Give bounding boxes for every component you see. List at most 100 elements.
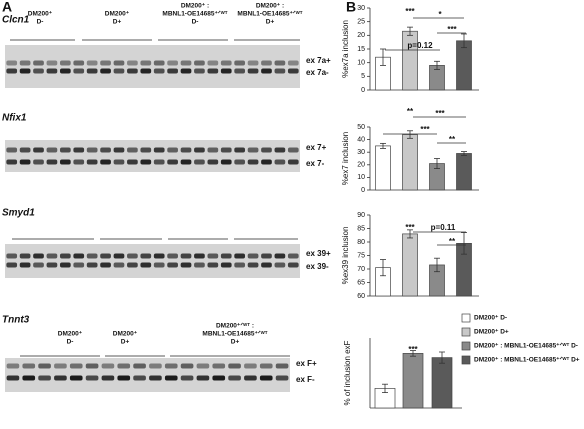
annotation: *: [438, 10, 442, 19]
gel-band: [69, 363, 83, 369]
error-bar: [407, 130, 413, 139]
y-tick-label: 20: [357, 162, 365, 169]
y-tick-label: 0: [361, 87, 365, 94]
error-bar: [380, 142, 386, 149]
bar: [456, 153, 472, 191]
gel-band: [167, 253, 178, 259]
gel-band: [19, 159, 31, 165]
gel-band: [46, 159, 58, 165]
annotation: **: [449, 237, 456, 246]
annotation: ***: [408, 345, 418, 354]
gel-band: [194, 147, 205, 153]
error-bar: [410, 350, 416, 357]
panel-label: B: [346, 0, 356, 15]
gel-band: [117, 375, 131, 381]
gel-band: [220, 68, 232, 74]
gel-band: [59, 262, 71, 268]
gel-band: [274, 68, 286, 74]
gel-background: [5, 244, 300, 278]
gel-band: [261, 253, 272, 259]
gel-band: [59, 253, 71, 259]
y-tick-label: 15: [357, 46, 365, 53]
gel-band: [180, 375, 194, 381]
gel-band: [73, 68, 85, 74]
panel-label: A: [2, 0, 12, 15]
error-bar: [434, 60, 440, 70]
gel-band: [247, 159, 259, 165]
gene-label: Clcn1: [2, 15, 30, 26]
gene-label: Nfix1: [2, 113, 27, 124]
group-label: DM200⁺: [113, 331, 138, 338]
gel-band: [46, 262, 58, 268]
y-tick-label: 50: [357, 124, 365, 131]
gel-band: [46, 68, 58, 74]
gel-band: [113, 262, 125, 268]
gel-band: [113, 68, 125, 74]
group-label: MBNL1-OE14685⁺ᐟᵂᵀ: [162, 10, 227, 18]
gel-background: [5, 45, 300, 88]
gel-band: [38, 375, 51, 381]
group-label: DM200⁺ :: [256, 3, 284, 10]
error-bar: [382, 383, 388, 394]
gel-band: [86, 68, 98, 74]
gel-band: [33, 60, 44, 66]
gel-band: [194, 253, 205, 259]
error-bar: [434, 158, 440, 169]
gel-band: [261, 68, 272, 74]
gene-label: Smyd1: [2, 208, 35, 219]
band-label: ex 39+: [306, 249, 331, 258]
gel-band: [86, 147, 98, 153]
gel-band: [207, 262, 219, 268]
gene-label: Tnnt3: [2, 315, 30, 326]
gel-band: [6, 375, 20, 381]
gel-band: [167, 60, 178, 66]
gel-band: [101, 363, 115, 369]
group-label: D+: [231, 339, 240, 346]
error-bar: [407, 26, 413, 36]
y-tick-label: 75: [357, 252, 365, 259]
gel-band: [19, 262, 31, 268]
gel-band: [101, 375, 115, 381]
gel-band: [73, 253, 85, 259]
gel-band: [59, 159, 71, 165]
gel-band: [274, 262, 286, 268]
gel-band: [261, 262, 272, 268]
gel-band: [100, 68, 111, 74]
gel-background: [5, 140, 300, 172]
group-label: D+: [266, 19, 275, 26]
bar: [456, 40, 472, 91]
error-bar: [380, 48, 386, 66]
gel-band: [196, 375, 210, 381]
annotation: ***: [405, 7, 415, 16]
gel-band: [100, 60, 111, 66]
gel-band: [54, 363, 67, 369]
gel-band: [164, 363, 178, 369]
group-label: D+: [113, 19, 122, 26]
gel-band: [287, 159, 299, 165]
gel-band: [117, 363, 131, 369]
legend-swatch: [461, 341, 471, 351]
gel-band: [69, 375, 83, 381]
gel-band: [59, 60, 71, 66]
gel-band: [46, 147, 58, 153]
error-bar: [380, 259, 386, 277]
error-bar: [434, 257, 440, 273]
gel-band: [46, 60, 58, 66]
y-axis-label: % of inclusion exF: [343, 340, 352, 405]
bar: [375, 145, 391, 191]
gel-band: [234, 159, 246, 165]
gel-band: [287, 147, 299, 153]
gel-band: [6, 147, 18, 153]
gel-band: [153, 253, 165, 259]
gel-band: [86, 60, 98, 66]
gel-band: [287, 60, 299, 66]
gel-band: [180, 147, 192, 153]
legend-swatch: [461, 355, 471, 365]
gel-band: [73, 159, 85, 165]
gel-band: [180, 68, 192, 74]
gel-band: [140, 147, 152, 153]
gel-band: [149, 363, 162, 369]
gel-band: [180, 159, 192, 165]
gel-band: [247, 147, 259, 153]
error-bar: [407, 229, 413, 239]
